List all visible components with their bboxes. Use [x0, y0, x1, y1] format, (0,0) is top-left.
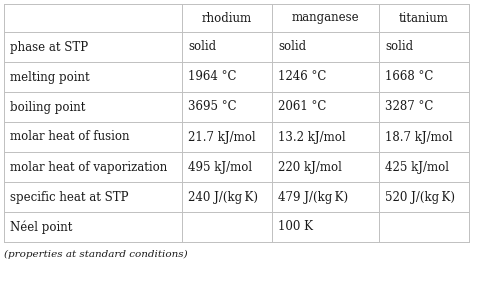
Text: (properties at standard conditions): (properties at standard conditions): [4, 250, 187, 259]
Text: molar heat of vaporization: molar heat of vaporization: [10, 161, 167, 173]
Text: 495 kJ/mol: 495 kJ/mol: [188, 161, 252, 173]
Text: solid: solid: [188, 40, 216, 54]
Text: rhodium: rhodium: [201, 11, 252, 25]
Text: specific heat at STP: specific heat at STP: [10, 190, 128, 204]
Text: solid: solid: [384, 40, 412, 54]
Text: 3695 °C: 3695 °C: [188, 100, 236, 113]
Text: solid: solid: [277, 40, 305, 54]
Text: 220 kJ/mol: 220 kJ/mol: [277, 161, 341, 173]
Text: manganese: manganese: [291, 11, 359, 25]
Text: 520 J/(kg K): 520 J/(kg K): [384, 190, 454, 204]
Text: 100 K: 100 K: [277, 221, 312, 234]
Text: 18.7 kJ/mol: 18.7 kJ/mol: [384, 130, 452, 144]
Text: 425 kJ/mol: 425 kJ/mol: [384, 161, 448, 173]
Text: 479 J/(kg K): 479 J/(kg K): [277, 190, 348, 204]
Text: 1964 °C: 1964 °C: [188, 71, 236, 84]
Text: 240 J/(kg K): 240 J/(kg K): [188, 190, 257, 204]
Text: molar heat of fusion: molar heat of fusion: [10, 130, 129, 144]
Text: titanium: titanium: [398, 11, 448, 25]
Text: 1668 °C: 1668 °C: [384, 71, 433, 84]
Text: 3287 °C: 3287 °C: [384, 100, 433, 113]
Text: 21.7 kJ/mol: 21.7 kJ/mol: [188, 130, 255, 144]
Text: boiling point: boiling point: [10, 100, 85, 113]
Text: 13.2 kJ/mol: 13.2 kJ/mol: [277, 130, 345, 144]
Text: phase at STP: phase at STP: [10, 40, 88, 54]
Text: Néel point: Néel point: [10, 220, 72, 234]
Text: melting point: melting point: [10, 71, 90, 84]
Text: 2061 °C: 2061 °C: [277, 100, 326, 113]
Text: 1246 °C: 1246 °C: [277, 71, 326, 84]
